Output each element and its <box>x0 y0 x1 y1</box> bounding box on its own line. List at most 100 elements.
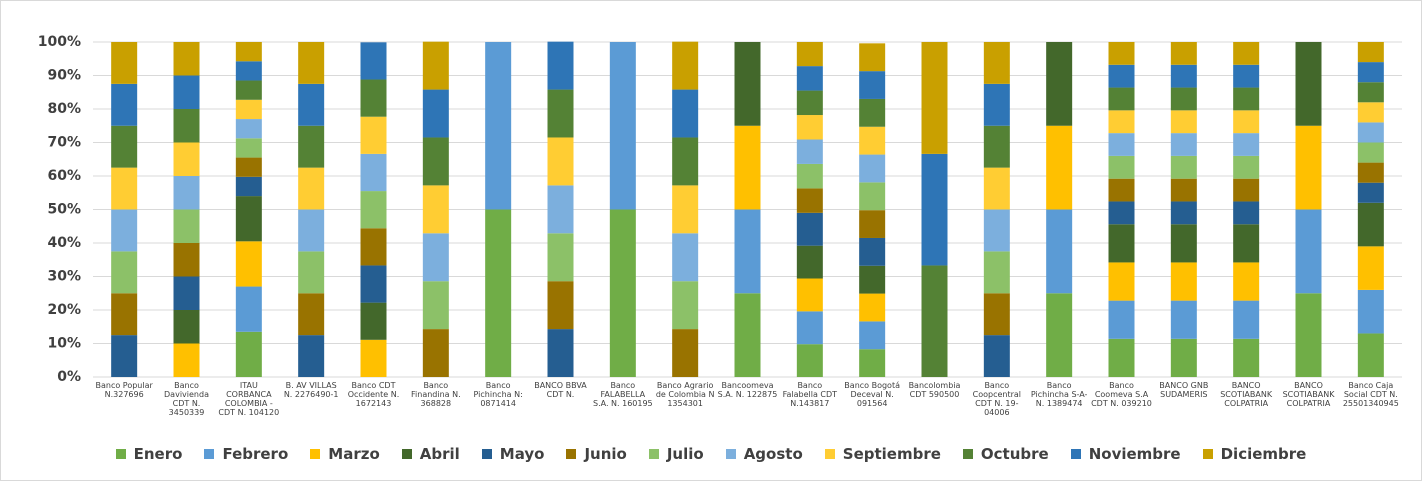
x-tick-label: BANCO BBVA CDT N. <box>534 381 587 399</box>
bar-segment <box>422 281 449 330</box>
bar-segment <box>1108 42 1135 65</box>
bar-segment <box>1357 246 1384 290</box>
bar-segment <box>111 125 138 168</box>
bar-segment <box>111 42 138 84</box>
bar-segment <box>298 125 325 168</box>
bar-segment <box>672 233 699 282</box>
bar-segment <box>235 241 262 287</box>
y-tick-label: 100% <box>38 34 81 50</box>
bar-segment <box>796 212 823 246</box>
bar-segment <box>235 196 262 242</box>
bar-segment <box>672 185 699 234</box>
bar-segment <box>859 182 886 211</box>
bar-segment <box>173 343 200 377</box>
bar-segment <box>298 167 325 210</box>
bar-segment <box>298 83 325 126</box>
bar-segment <box>1233 87 1260 111</box>
y-tick-label: 0% <box>57 369 81 385</box>
legend-swatch <box>204 449 215 459</box>
legend-item: Mayo <box>481 445 544 463</box>
bar-segment <box>1170 133 1197 156</box>
bar-segment <box>547 137 574 186</box>
bar-segment <box>235 119 262 139</box>
bar-segment <box>859 321 886 350</box>
x-tick-label: Banco Coomeva S.A CDT N. 039210 <box>1091 381 1152 408</box>
legend-label: Enero <box>133 445 183 463</box>
legend-label: Junio <box>584 445 627 463</box>
bar-segment <box>173 209 200 243</box>
bar-segment <box>609 42 636 210</box>
bar-segment <box>1295 125 1322 210</box>
bar-segment <box>1170 300 1197 339</box>
bar-segment <box>796 188 823 213</box>
y-tick-label: 20% <box>47 302 81 318</box>
bar-segment <box>921 265 948 377</box>
bar-segment <box>734 293 761 377</box>
bar-segment <box>1170 201 1197 225</box>
legend-swatch <box>1202 449 1213 459</box>
bar-segment <box>859 210 886 238</box>
bar-segment <box>983 83 1010 126</box>
bar-segment <box>796 163 823 189</box>
y-tick-label: 40% <box>47 235 81 251</box>
x-tick-label: Banco Coopcentral CDT N. 19- 04006 <box>972 381 1022 417</box>
bar-segment <box>1357 62 1384 83</box>
bar-segment <box>547 185 574 234</box>
x-tick-label: Banco Pichincha S-A- N. 1389474 <box>1030 381 1088 408</box>
bar-segment <box>983 293 1010 336</box>
legend-item: Marzo <box>310 445 380 463</box>
bar-segment <box>235 286 262 332</box>
bar-segment <box>422 329 449 377</box>
bar-segment <box>547 233 574 282</box>
bar-segment <box>298 335 325 377</box>
bar-segment <box>298 293 325 336</box>
x-tick-label: Banco FALABELLA S.A. N. 160195 <box>593 381 653 408</box>
bar-segment <box>983 125 1010 168</box>
bar-segment <box>360 79 387 117</box>
bar-segment <box>1357 182 1384 203</box>
bar-segment <box>796 42 823 67</box>
bar-segment <box>1357 202 1384 247</box>
bar-segment <box>547 329 574 377</box>
bar-segment <box>859 126 886 155</box>
legend-item: Agosto <box>725 445 803 463</box>
legend-swatch <box>962 449 973 459</box>
legend-item: Octubre <box>962 445 1049 463</box>
bar-segment <box>1046 209 1073 294</box>
legend-label: Noviembre <box>1088 445 1181 463</box>
legend-label: Septiembre <box>842 445 941 463</box>
bar-segment <box>1170 262 1197 301</box>
bar-segment <box>1046 293 1073 377</box>
bar-segment <box>1108 155 1135 179</box>
bar-segment <box>235 331 262 377</box>
bar-segment <box>1357 82 1384 103</box>
bar-segment <box>173 310 200 344</box>
y-tick-label: 90% <box>47 68 81 84</box>
bar-segment <box>235 80 262 100</box>
x-tick-label: Banco Popular N.327696 <box>95 381 153 399</box>
bar-segment <box>796 278 823 312</box>
bar-segment <box>859 43 886 72</box>
bar-segment <box>983 251 1010 294</box>
bar-segment <box>1233 133 1260 156</box>
bar-segment <box>235 61 262 81</box>
bar-segment <box>1108 262 1135 301</box>
x-tick-label: Banco CDT Occidente N. 1672143 <box>347 381 400 408</box>
bar-segment <box>173 42 200 76</box>
bar-segment <box>1233 300 1260 339</box>
bar-segment <box>796 90 823 116</box>
bar-segment <box>111 83 138 126</box>
bar-segment <box>360 265 387 303</box>
bar-segment <box>1046 125 1073 210</box>
y-tick-label: 10% <box>47 336 81 352</box>
bar-segment <box>672 41 699 90</box>
legend-swatch <box>1070 449 1081 459</box>
bar-segment <box>1357 162 1384 183</box>
bar-segment <box>859 293 886 322</box>
x-tick-label: Banco Caja Social CDT N. 25501340945 <box>1342 381 1399 408</box>
bar-segment <box>1170 87 1197 111</box>
bar-segment <box>1295 209 1322 294</box>
bar-segment <box>298 42 325 84</box>
bar-segment <box>173 176 200 210</box>
